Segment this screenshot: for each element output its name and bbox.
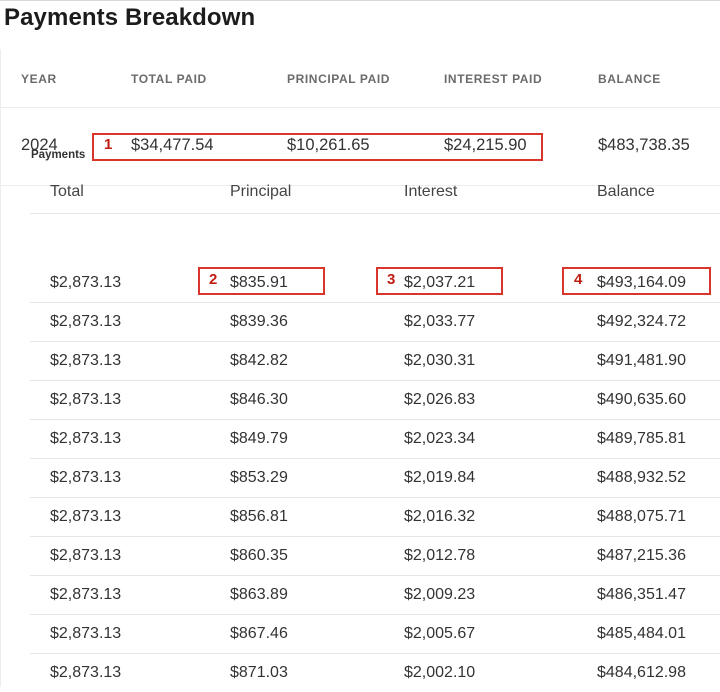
payment-principal: $860.35 (230, 547, 288, 564)
highlight-box-2 (198, 267, 325, 295)
payment-total: $2,873.13 (50, 586, 122, 603)
payment-balance: $484,612.98 (597, 664, 686, 681)
payment-principal: $842.82 (230, 352, 288, 369)
payment-total: $2,873.13 (50, 352, 122, 369)
payment-total: $2,873.13 (50, 508, 122, 525)
header-year: YEAR (21, 72, 57, 86)
payments-header-interest: Interest (404, 183, 458, 200)
payment-balance: $493,164.09 (597, 274, 686, 291)
payments-header-divider (30, 213, 720, 214)
principal-paid-cell: $10,261.65 (287, 136, 370, 154)
payment-interest: $2,009.23 (404, 586, 476, 603)
payment-principal: $839.36 (230, 313, 288, 330)
highlight-box-3 (376, 267, 503, 295)
payment-total: $2,873.13 (50, 430, 122, 447)
highlight-label-1: 1 (104, 136, 113, 153)
payment-balance: $485,484.01 (597, 625, 686, 642)
payment-interest: $2,030.31 (404, 352, 476, 369)
payment-balance: $492,324.72 (597, 313, 686, 330)
payments-header-balance: Balance (597, 183, 655, 200)
payment-balance: $489,785.81 (597, 430, 686, 447)
table-row[interactable]: $2,873.13 $842.82 $2,030.31 $491,481.90 (30, 341, 720, 381)
payment-interest: $2,037.21 (404, 274, 476, 291)
payment-interest: $2,023.34 (404, 430, 476, 447)
payment-principal: $863.89 (230, 586, 288, 603)
payment-total: $2,873.13 (50, 664, 122, 681)
payment-interest: $2,005.67 (404, 625, 476, 642)
payment-total: $2,873.13 (50, 391, 122, 408)
payment-interest: $2,002.10 (404, 664, 476, 681)
table-row[interactable]: $2,873.13 $839.36 $2,033.77 $492,324.72 (30, 302, 720, 342)
payment-principal: $867.46 (230, 625, 288, 642)
payment-balance: $488,075.71 (597, 508, 686, 525)
header-interest-paid: INTEREST PAID (444, 72, 543, 86)
year-cell: 2024 (21, 136, 58, 154)
payment-interest: $2,026.83 (404, 391, 476, 408)
table-row[interactable]: $2,873.13 $853.29 $2,019.84 $488,932.52 (30, 458, 720, 498)
payment-principal: $856.81 (230, 508, 288, 525)
highlight-label-4: 4 (574, 271, 583, 288)
payment-interest: $2,012.78 (404, 547, 476, 564)
payment-balance: $490,635.60 (597, 391, 686, 408)
payment-principal: $835.91 (230, 274, 288, 291)
payment-principal: $853.29 (230, 469, 288, 486)
payment-balance: $488,932.52 (597, 469, 686, 486)
header-total-paid: TOTAL PAID (131, 72, 207, 86)
payment-balance: $487,215.36 (597, 547, 686, 564)
payment-total: $2,873.13 (50, 469, 122, 486)
highlight-label-3: 3 (387, 271, 396, 288)
table-row[interactable]: $2,873.13 $846.30 $2,026.83 $490,635.60 (30, 380, 720, 420)
payment-balance: $486,351.47 (597, 586, 686, 603)
header-principal-paid: PRINCIPAL PAID (287, 72, 391, 86)
payment-interest: $2,033.77 (404, 313, 476, 330)
year-table-header: YEAR TOTAL PAID PRINCIPAL PAID INTEREST … (1, 49, 720, 108)
payment-total: $2,873.13 (50, 625, 122, 642)
payments-breakdown-card: YEAR TOTAL PAID PRINCIPAL PAID INTEREST … (0, 49, 720, 687)
year-row-2024[interactable]: 2024 $34,477.54 $10,261.65 $24,215.90 $4… (1, 108, 720, 186)
top-rule (0, 0, 720, 1)
payment-balance: $491,481.90 (597, 352, 686, 369)
payment-total: $2,873.13 (50, 274, 122, 291)
page-title: Payments Breakdown (4, 4, 256, 31)
table-row[interactable]: $2,873.13 $856.81 $2,016.32 $488,075.71 (30, 497, 720, 537)
table-row[interactable]: $2,873.13 $849.79 $2,023.34 $489,785.81 (30, 419, 720, 459)
highlight-box-1 (92, 133, 543, 161)
total-paid-cell: $34,477.54 (131, 136, 214, 154)
table-row[interactable]: $2,873.13 $863.89 $2,009.23 $486,351.47 (30, 575, 720, 615)
table-row[interactable]: $2,873.13 $871.03 $2,002.10 $484,612.98 (30, 653, 720, 692)
payments-header-principal: Principal (230, 183, 292, 200)
payment-interest: $2,016.32 (404, 508, 476, 525)
payment-total: $2,873.13 (50, 547, 122, 564)
payment-total: $2,873.13 (50, 313, 122, 330)
table-row[interactable]: $2,873.13 $835.91 $2,037.21 $493,164.09 (30, 263, 720, 303)
payment-interest: $2,019.84 (404, 469, 476, 486)
payment-principal: $871.03 (230, 664, 288, 681)
highlight-box-4 (562, 267, 711, 295)
payment-principal: $846.30 (230, 391, 288, 408)
balance-cell: $483,738.35 (598, 136, 690, 154)
header-balance: BALANCE (598, 72, 661, 86)
interest-paid-cell: $24,215.90 (444, 136, 527, 154)
payment-principal: $849.79 (230, 430, 288, 447)
table-row[interactable]: $2,873.13 $867.46 $2,005.67 $485,484.01 (30, 614, 720, 654)
highlight-label-2: 2 (209, 271, 218, 288)
table-row[interactable]: $2,873.13 $860.35 $2,012.78 $487,215.36 (30, 536, 720, 576)
payments-section-label: Payments (31, 149, 86, 161)
payments-header-total: Total (50, 183, 84, 200)
